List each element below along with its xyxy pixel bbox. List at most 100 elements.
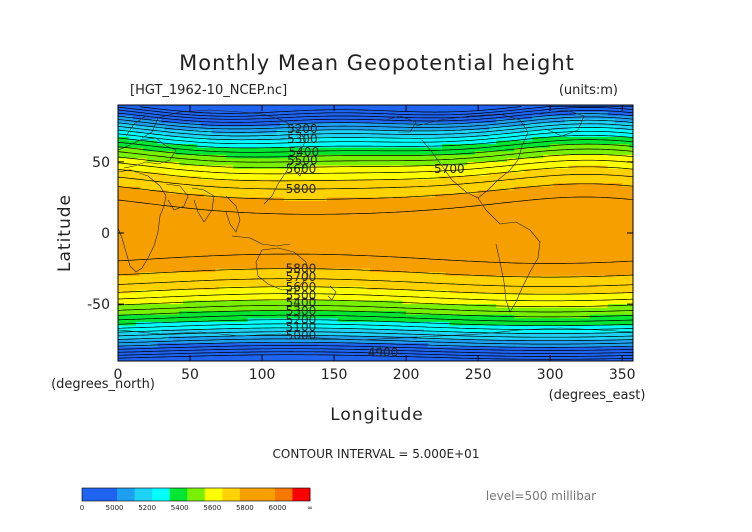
contour-line [118, 341, 633, 348]
height-band-cell [614, 119, 633, 124]
level-label: level=500 millibar [486, 489, 596, 503]
contour-line [118, 130, 633, 145]
contour-label: 5300 [286, 304, 317, 318]
height-band-cell [118, 282, 633, 287]
height-band-cell [157, 140, 497, 145]
height-band-cell [211, 129, 278, 135]
y-tick-label: 50 [92, 155, 110, 171]
contour-line [118, 345, 633, 351]
contour-label: 5200 [286, 313, 317, 327]
height-band-cell [474, 151, 633, 156]
height-band-cell [118, 329, 162, 334]
colorbar-tick-label: 5600 [203, 504, 221, 512]
height-band-cell [118, 265, 633, 270]
x-tick-label: 150 [321, 367, 348, 383]
x-tick-label: 350 [609, 367, 636, 383]
height-band-cell [215, 268, 371, 273]
height-band-cell [449, 289, 633, 295]
y-unit-label: (degrees_north) [51, 377, 155, 392]
colorbar-swatch [187, 488, 206, 501]
height-band-cell [118, 257, 633, 263]
height-band-cell [118, 197, 285, 202]
height-band-cell [118, 332, 633, 337]
height-band-cell [118, 169, 134, 174]
contour-line [118, 286, 633, 295]
height-band-cell [514, 186, 633, 191]
height-band-cell [326, 197, 633, 202]
height-band-cell [247, 318, 339, 323]
height-band-cell [118, 297, 633, 302]
height-bands [118, 105, 637, 361]
height-band-cell [146, 158, 508, 163]
height-band-cell [118, 357, 633, 361]
contour-line [118, 143, 633, 158]
contour-line [118, 154, 633, 169]
contour-line [118, 127, 633, 141]
contour-label: 5700 [286, 270, 317, 284]
contour-line [118, 293, 633, 302]
height-band-cell [118, 275, 633, 280]
height-band-cell [488, 172, 633, 177]
height-band-cell [308, 165, 569, 170]
height-band-cell [607, 112, 633, 117]
height-band-cell [118, 307, 633, 312]
height-band-cell [118, 325, 633, 330]
height-band-cell [136, 129, 213, 135]
height-band-cell [118, 186, 141, 191]
height-band-cell [182, 300, 404, 305]
contour-label: 5000 [286, 328, 317, 342]
height-band-cell [542, 154, 633, 159]
height-band-cell [175, 151, 476, 156]
contour-line [118, 278, 633, 287]
contour-label: 5200 [287, 122, 318, 136]
height-band-cell [118, 108, 123, 113]
height-band-cell [488, 126, 569, 131]
contour-label: 5800 [286, 262, 317, 276]
height-band-cell [164, 133, 490, 138]
colorbar-swatch [239, 488, 258, 501]
contour-line [118, 354, 633, 360]
colorbar-swatch [99, 488, 118, 501]
x-tick-label: 100 [249, 367, 276, 383]
contour-line [118, 331, 633, 338]
contour-label: 5500 [286, 289, 317, 303]
height-band-cell [290, 115, 407, 120]
height-band-cell [190, 115, 292, 120]
coastlines [118, 109, 633, 341]
contour-line [118, 253, 633, 264]
height-band-cell [607, 165, 633, 170]
height-band-cell [118, 112, 155, 117]
contour-line [118, 323, 633, 331]
x-axis: 0 50 100 150 200 250 300 350 [114, 105, 636, 383]
y-tick-label: 0 [101, 226, 110, 242]
height-band-cell [143, 147, 515, 152]
height-band-cell [118, 240, 633, 245]
contour-line [139, 106, 522, 114]
height-band-cell [118, 161, 180, 167]
contour-line [118, 134, 633, 149]
height-band-cell [118, 304, 497, 309]
colorbar-swatch [152, 488, 171, 501]
height-band-cell [118, 268, 216, 273]
colorbar: 0 5000 5200 5400 5600 5800 6000 ∞ [80, 487, 313, 512]
height-band-cell [496, 140, 633, 145]
contour-label: 4900 [368, 345, 399, 359]
contour-line [118, 327, 633, 334]
x-axis-label: Longitude [330, 405, 424, 425]
height-band-cell [633, 155, 637, 159]
height-band-cell [118, 318, 249, 323]
colorbar-swatch [292, 488, 311, 501]
y-axis: -50 0 50 [87, 155, 633, 313]
height-band-cell [524, 129, 633, 135]
contour-line [118, 113, 633, 126]
contour-label: 5600 [286, 162, 317, 176]
height-band-cell [532, 115, 633, 120]
contour-label: 5400 [286, 296, 317, 310]
height-band-cell [118, 151, 177, 156]
contour-line [118, 148, 633, 163]
height-band-cell [118, 172, 166, 177]
x-tick-label: 0 [114, 367, 123, 383]
height-band-cell [118, 236, 633, 241]
height-band-cell [139, 272, 447, 277]
